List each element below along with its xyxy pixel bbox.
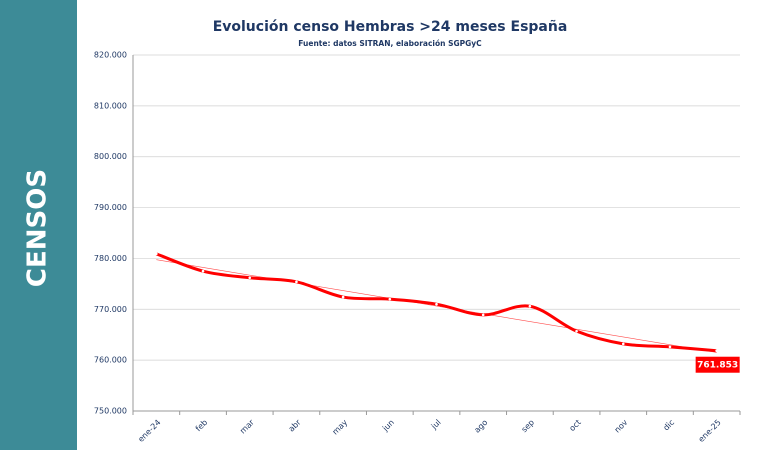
x-tick-label: jul <box>429 418 443 432</box>
data-label-box <box>695 356 740 373</box>
data-point <box>201 269 205 273</box>
chart-subtitle: Fuente: datos SITRAN, elaboración SGPGyC <box>298 39 482 48</box>
x-tick-label: ago <box>472 418 489 435</box>
data-label-group: 761.853 <box>695 356 740 373</box>
x-tick-label: nov <box>613 418 630 435</box>
x-tick-label: feb <box>194 418 209 433</box>
x-tick-label: mar <box>238 417 256 435</box>
x-tick-label: sep <box>520 418 536 434</box>
y-tick-label: 750.000 <box>94 407 127 416</box>
sidebar <box>0 0 77 450</box>
data-point <box>388 297 392 301</box>
data-point <box>481 313 485 317</box>
data-point <box>155 252 158 256</box>
x-tick-label: ene-25 <box>697 418 723 444</box>
data-point <box>621 342 625 346</box>
trend-line <box>156 259 717 353</box>
y-tick-label: 820.000 <box>94 51 127 60</box>
x-tick-label: may <box>331 418 350 437</box>
y-tick-label: 770.000 <box>94 305 127 314</box>
x-tick-label: abr <box>287 417 303 433</box>
data-point <box>528 304 532 308</box>
data-label: 761.853 <box>697 361 738 371</box>
data-point <box>435 302 438 306</box>
data-point <box>575 329 578 333</box>
y-tick-label: 800.000 <box>94 152 127 161</box>
chart-title: Evolución censo Hembras >24 meses España <box>213 19 568 35</box>
x-tick-label: dic <box>662 418 677 433</box>
data-point <box>668 345 672 349</box>
x-tick-label: jun <box>380 418 396 434</box>
x-tick-label: ene-24 <box>136 418 162 444</box>
data-point <box>341 295 345 299</box>
data-point <box>715 349 718 353</box>
x-tick-label: oct <box>568 418 583 433</box>
y-tick-label: 760.000 <box>94 356 127 365</box>
data-point <box>248 276 252 280</box>
y-tick-label: 780.000 <box>94 254 127 263</box>
y-tick-label: 790.000 <box>94 203 127 212</box>
sidebar-title: CENSOS <box>23 169 53 287</box>
data-line <box>155 252 717 353</box>
y-tick-label: 810.000 <box>94 101 127 110</box>
data-point <box>295 280 298 284</box>
